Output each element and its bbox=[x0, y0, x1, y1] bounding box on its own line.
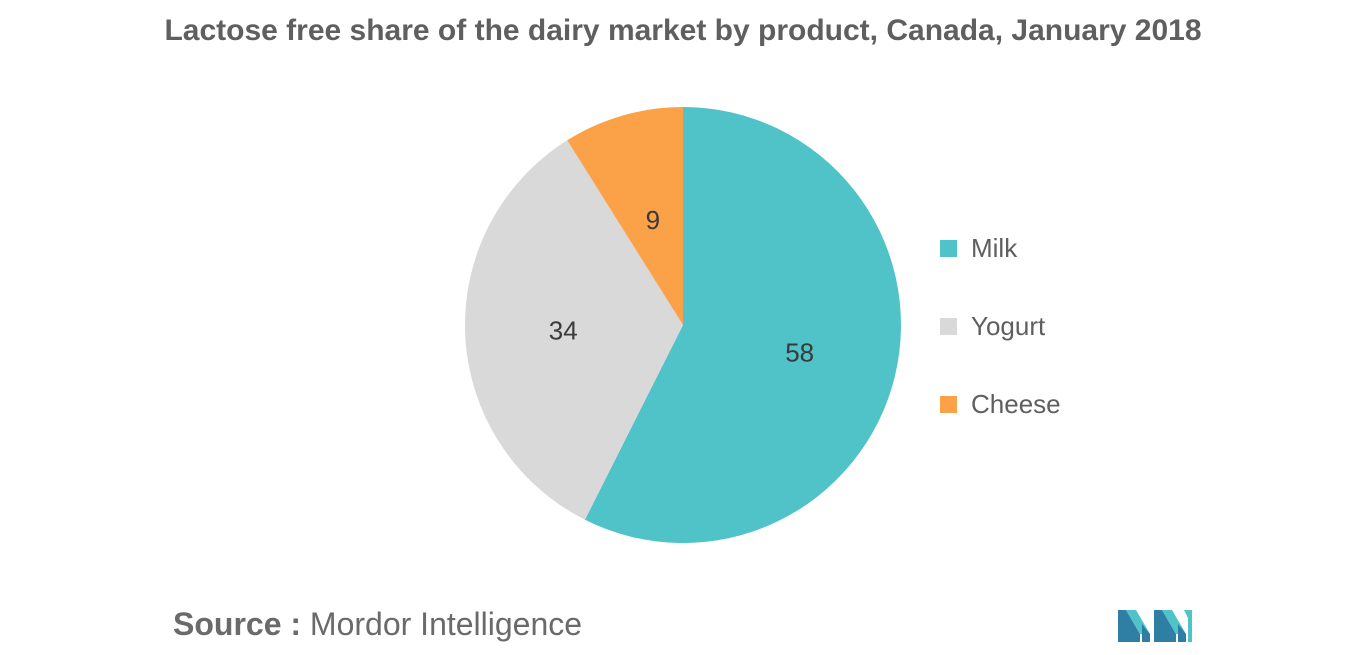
chart-title: Lactose free share of the dairy market b… bbox=[164, 14, 1202, 47]
legend-label-milk: Milk bbox=[971, 232, 1018, 263]
source-label: Source : bbox=[173, 606, 302, 642]
pie-slice-yogurt bbox=[464, 140, 683, 520]
pie-slice-cheese bbox=[567, 107, 683, 325]
chart-legend: Milk Yogurt Cheese bbox=[940, 228, 1061, 462]
source-note: Source : Mordor Intelligence bbox=[173, 606, 582, 643]
legend-swatch-yogurt bbox=[940, 317, 957, 335]
legend-item-yogurt: Yogurt bbox=[940, 306, 1061, 346]
legend-item-cheese: Cheese bbox=[940, 384, 1061, 424]
mordor-intelligence-logo-icon bbox=[1118, 610, 1192, 642]
pie-slice-milk bbox=[584, 107, 902, 543]
source-text: Mordor Intelligence bbox=[309, 606, 583, 642]
data-label-milk: 58 bbox=[785, 338, 814, 368]
data-label-yogurt: 34 bbox=[549, 316, 578, 346]
data-label-cheese: 9 bbox=[646, 205, 660, 235]
legend-label-yogurt: Yogurt bbox=[971, 310, 1046, 341]
legend-swatch-cheese bbox=[940, 395, 957, 413]
legend-item-milk: Milk bbox=[940, 228, 1061, 268]
legend-label-cheese: Cheese bbox=[971, 388, 1061, 419]
legend-swatch-milk bbox=[940, 239, 957, 257]
